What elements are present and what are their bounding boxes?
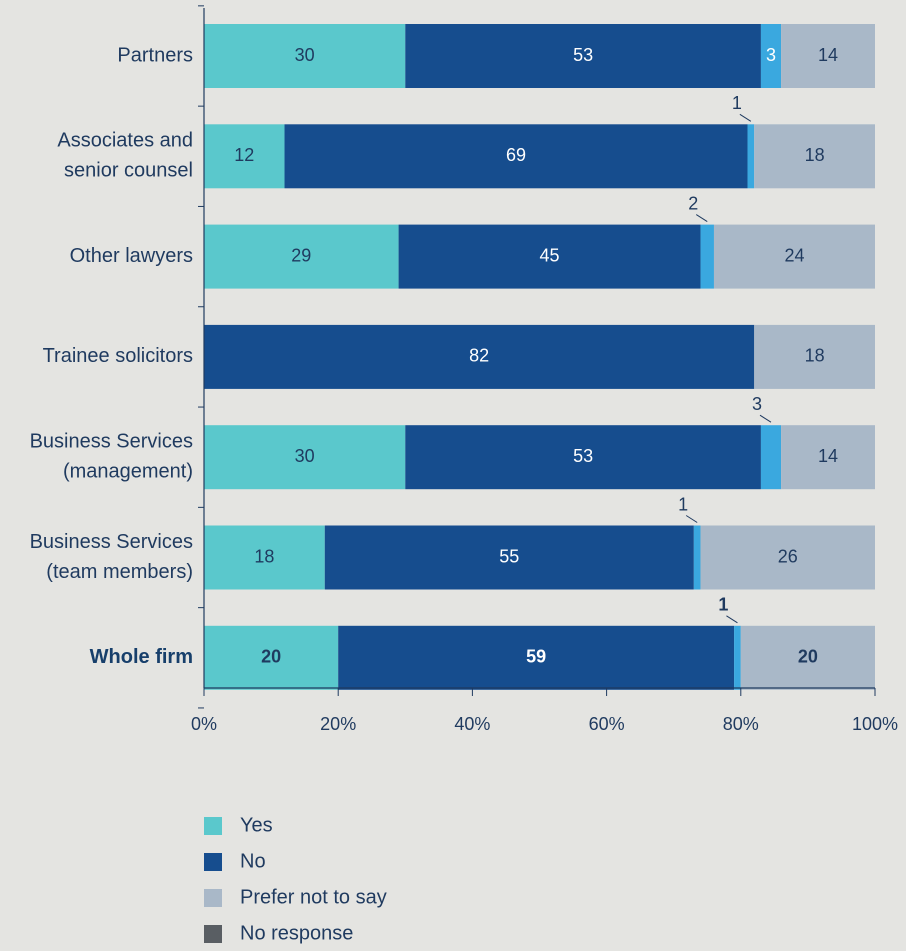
leader-line <box>726 615 738 624</box>
category-label: Partners <box>117 44 193 66</box>
data-label: 29 <box>291 245 311 265</box>
data-label: 14 <box>818 446 838 466</box>
bar-prefer-not-to-say <box>713 224 875 289</box>
bar-small <box>693 525 701 590</box>
data-label: 20 <box>261 647 281 667</box>
bar-no <box>338 625 735 690</box>
data-label: 82 <box>469 346 489 366</box>
legend-swatch <box>204 853 222 871</box>
bar-yes <box>204 124 285 189</box>
bar-yes <box>204 525 325 590</box>
bar-small <box>760 425 782 490</box>
bar-prefer-not-to-say <box>781 24 875 88</box>
category-label: Associates and <box>57 130 193 152</box>
category-label: (team members) <box>46 561 193 583</box>
bar-prefer-not-to-say <box>781 425 875 490</box>
legend-swatch <box>204 817 222 835</box>
bar-no <box>398 224 701 289</box>
data-label: 18 <box>805 145 825 165</box>
category-label: Business Services <box>30 430 193 452</box>
data-label: 1 <box>678 494 688 514</box>
bar-small <box>760 24 782 88</box>
data-label: 59 <box>526 647 546 667</box>
category-label: (management) <box>63 460 193 482</box>
data-label: 12 <box>234 145 254 165</box>
data-label: 55 <box>499 546 519 566</box>
legend-label: Prefer not to say <box>240 886 387 908</box>
category-label: Business Services <box>30 531 193 553</box>
data-label: 14 <box>818 45 838 65</box>
bar-prefer-not-to-say <box>754 124 875 189</box>
data-label: 53 <box>573 45 593 65</box>
leader-line <box>739 113 752 122</box>
x-tick-label: 80% <box>723 714 759 734</box>
data-label: 30 <box>295 446 315 466</box>
legend-label: No <box>240 850 266 872</box>
legend-swatch <box>204 925 222 943</box>
data-label: 45 <box>540 245 560 265</box>
data-label: 69 <box>506 145 526 165</box>
data-label: 30 <box>295 45 315 65</box>
bar-prefer-not-to-say <box>754 324 875 389</box>
data-label: 26 <box>778 546 798 566</box>
bar-no <box>324 525 694 590</box>
data-label: 3 <box>752 394 762 414</box>
data-label: 24 <box>784 245 804 265</box>
data-label: 3 <box>766 45 776 65</box>
category-label: Other lawyers <box>70 245 193 267</box>
legend-swatch <box>204 889 222 907</box>
x-tick-label: 60% <box>589 714 625 734</box>
x-tick-label: 20% <box>320 714 356 734</box>
x-tick-label: 100% <box>852 714 898 734</box>
legend-label: No response <box>240 922 353 944</box>
legend-label: Yes <box>240 814 273 836</box>
bar-no <box>204 324 755 389</box>
leader-line <box>759 414 772 423</box>
data-label: 2 <box>688 193 698 213</box>
x-tick-label: 0% <box>191 714 217 734</box>
bar-prefer-not-to-say <box>740 625 875 690</box>
category-label: Whole firm <box>90 646 193 668</box>
leader-line <box>685 515 698 523</box>
data-label: 1 <box>718 595 728 615</box>
bar-yes <box>204 24 406 88</box>
bar-yes <box>204 224 399 289</box>
x-tick-label: 40% <box>454 714 490 734</box>
bar-no <box>284 124 748 189</box>
bar-no <box>405 24 761 88</box>
bar-small <box>700 224 714 289</box>
data-label: 1 <box>732 93 742 113</box>
data-label: 20 <box>798 647 818 667</box>
data-label: 53 <box>573 446 593 466</box>
bar-no <box>405 425 761 490</box>
data-label: 18 <box>805 346 825 366</box>
bar-yes <box>204 425 406 490</box>
category-label: Trainee solicitors <box>43 345 193 367</box>
data-label: 18 <box>254 546 274 566</box>
bar-prefer-not-to-say <box>700 525 875 590</box>
category-label: senior counsel <box>64 160 193 182</box>
bar-small <box>734 625 741 690</box>
leader-line <box>695 214 708 223</box>
bar-small <box>747 124 755 189</box>
bar-yes <box>204 625 339 690</box>
